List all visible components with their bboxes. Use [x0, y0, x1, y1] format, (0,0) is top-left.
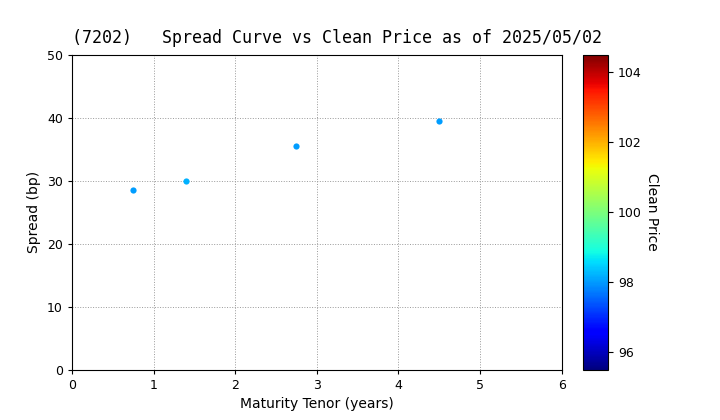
Point — [291, 142, 302, 149]
X-axis label: Maturity Tenor (years): Maturity Tenor (years) — [240, 397, 394, 411]
Text: (7202)   Spread Curve vs Clean Price as of 2025/05/02: (7202) Spread Curve vs Clean Price as of… — [72, 29, 602, 47]
Point — [433, 117, 445, 124]
Point — [181, 177, 192, 184]
Y-axis label: Clean Price: Clean Price — [644, 173, 659, 251]
Y-axis label: Spread (bp): Spread (bp) — [27, 171, 42, 253]
Point — [127, 186, 139, 193]
